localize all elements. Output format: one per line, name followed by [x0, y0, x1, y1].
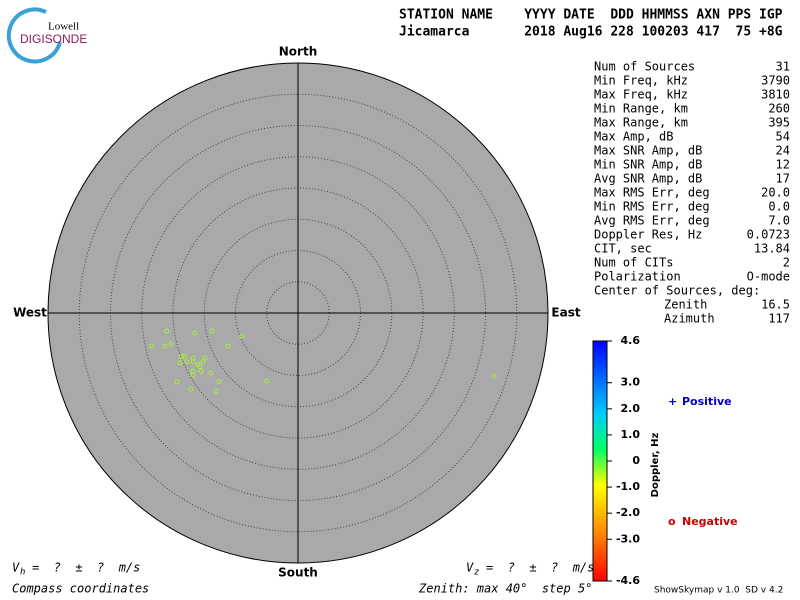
stat-label: Max Amp, dB: [594, 130, 673, 144]
source-point: [164, 328, 170, 334]
stat-value: 31: [776, 60, 790, 74]
source-point: [264, 378, 270, 384]
source-point: [192, 330, 198, 336]
source-point: [208, 370, 214, 376]
source-point: [181, 353, 187, 359]
vz-text: = ? ± ? m/s: [486, 561, 594, 575]
zenith-note: Zenith: max 40° step 5°: [418, 582, 592, 596]
source-point: [149, 343, 155, 349]
stat-value: 17: [776, 172, 790, 186]
colorbar: 4.6 3.0 2.0 1.0 0 -1.0 -2.0 -3.0 -4.6 Doppler, Hz: [592, 334, 661, 587]
source-point: [202, 355, 208, 361]
stat-value: 0.0723: [747, 228, 790, 242]
stat-value: 117: [768, 312, 790, 326]
colorbar-tick-label: -4.6: [616, 574, 640, 587]
stat-value: 54: [776, 130, 790, 144]
vz-sub: z: [474, 568, 479, 578]
vh-sub: h: [20, 568, 25, 578]
stat-value: 20.0: [761, 186, 790, 200]
stat-label: Azimuth: [664, 312, 715, 326]
stat-label: Doppler Res, Hz: [594, 228, 702, 242]
colorbar-tick-label: 2.0: [621, 402, 641, 415]
vh-symbol: V: [12, 561, 20, 575]
stat-value: O-mode: [747, 270, 790, 284]
source-point: [200, 359, 206, 365]
colorbar-tick-label: 3.0: [621, 376, 641, 389]
stat-label: Max RMS Err, deg: [594, 186, 710, 200]
source-point: [177, 360, 183, 366]
coords-note: Compass coordinates: [12, 582, 149, 596]
legend-mark: o: [668, 515, 676, 528]
source-point: [209, 328, 215, 334]
colorbar-label: Doppler, Hz: [650, 433, 661, 498]
colorbar-tick-label: -3.0: [616, 532, 640, 545]
stat-value: 395: [768, 116, 790, 130]
source-point: [162, 343, 168, 349]
stat-label: Num of Sources: [594, 60, 695, 74]
stats: Num of Sources 31 Min Freq, kHz 3790 Max Fre…: [594, 60, 790, 326]
colorbar-bar: [592, 340, 608, 582]
colorbar-tick-label: -2.0: [616, 506, 640, 519]
stat-label: Min Freq, kHz: [594, 74, 688, 88]
direction-label: West: [13, 306, 47, 320]
legend-mark: +: [668, 395, 677, 408]
colorbar-tick-label: -1.0: [616, 480, 640, 493]
source-point: [239, 333, 245, 339]
stat-value: 13.84: [754, 242, 790, 256]
stat-label: Min SNR Amp, dB: [594, 158, 702, 172]
source-point: [188, 386, 194, 392]
source-point: [184, 359, 190, 365]
source-point: [174, 379, 180, 385]
legend-label: Positive: [682, 395, 732, 408]
vh-text: = ? ± ? m/s: [32, 561, 140, 575]
source-point: [178, 354, 184, 360]
stat-value: 260: [768, 102, 790, 116]
stat-value: 3790: [761, 74, 790, 88]
stat-label: CIT, sec: [594, 242, 652, 256]
source-point: [168, 341, 174, 347]
stat-label: Zenith: [664, 298, 707, 312]
header-line: Jicamarca 2018 Aug16 228 100203 417 75 +…: [399, 25, 783, 40]
source-point: [225, 343, 231, 349]
stat-value: 7.0: [768, 214, 790, 228]
logo-bottom: DIGISONDE: [20, 32, 87, 46]
stat-value: 12: [776, 158, 790, 172]
logo-top: Lowell: [48, 21, 79, 33]
stat-value: 16.5: [761, 298, 790, 312]
source-point: [190, 372, 196, 378]
stat-heading: Center of Sources, deg:: [594, 284, 760, 298]
colorbar-tick-label: 1.0: [621, 428, 641, 441]
stat-label: Min RMS Err, deg: [594, 200, 710, 214]
version: ShowSkymap v 1.0 SD v 4.2: [654, 586, 783, 596]
legend-label: Negative: [682, 515, 738, 528]
colorbar-tick-label: 0: [632, 454, 640, 467]
stat-value: 0.0: [768, 200, 790, 214]
polar-plot: North South West East: [13, 45, 581, 580]
stat-value: 24: [776, 144, 790, 158]
source-point: [190, 359, 196, 365]
stat-value: 3810: [761, 88, 790, 102]
source-point: [213, 388, 219, 394]
stat-label: Avg RMS Err, deg: [594, 214, 710, 228]
direction-label: East: [551, 306, 580, 320]
header-line: STATION NAME YYYY DATE DDD HHMMSS AXN PP…: [399, 8, 783, 23]
logo-swoosh: [6, 7, 62, 64]
stat-label: Max Range, km: [594, 116, 688, 130]
stat-label: Avg SNR Amp, dB: [594, 172, 702, 186]
stat-value: 2: [783, 256, 790, 270]
vz-symbol: V: [466, 561, 474, 575]
source-point: [216, 379, 222, 385]
stat-label: Max SNR Amp, dB: [594, 144, 702, 158]
source-point: [491, 373, 497, 379]
stat-label: Min Range, km: [594, 102, 688, 116]
direction-label: North: [279, 45, 317, 59]
stat-label: Polarization: [594, 270, 681, 284]
direction-label: South: [278, 566, 318, 580]
source-point: [197, 364, 203, 370]
stat-label: Num of CITs: [594, 256, 673, 270]
source-point: [198, 368, 204, 374]
stat-label: Max Freq, kHz: [594, 88, 688, 102]
colorbar-tick-label: 4.6: [621, 334, 641, 347]
